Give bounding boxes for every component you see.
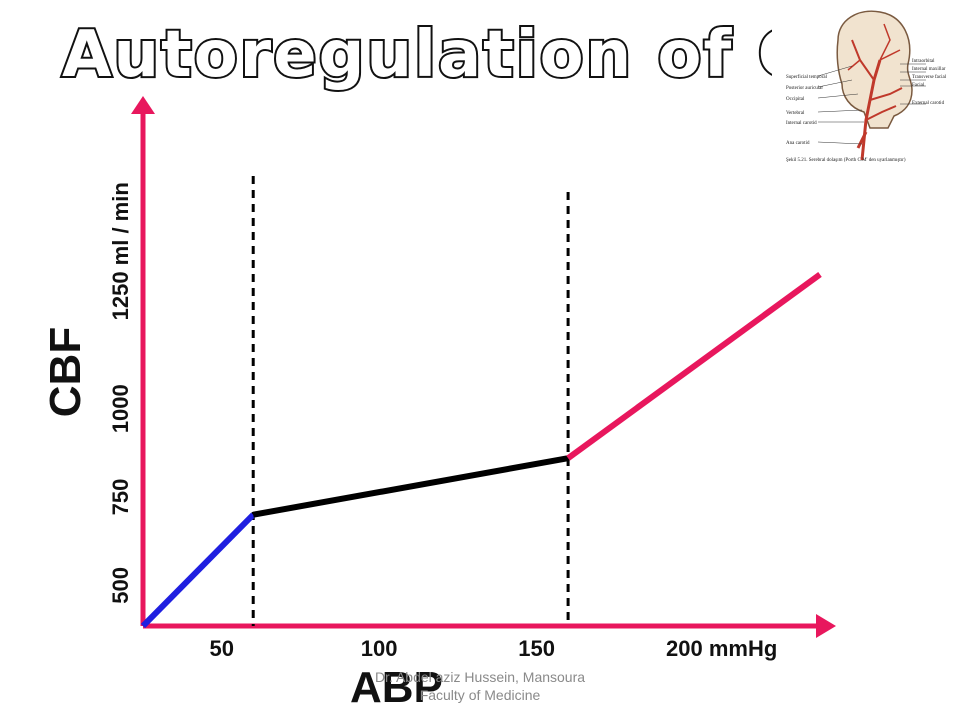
y-tick-label: 1000 bbox=[108, 384, 133, 433]
footer-line: Dr. Abdel aziz Hussein, Mansoura bbox=[374, 669, 586, 685]
footer-line: Faculty of Medicine bbox=[419, 687, 541, 703]
head-arteries-image: Superficial temporal Posterior auricular… bbox=[772, 10, 947, 163]
x-tick-label: 100 bbox=[361, 636, 398, 661]
y-axis-arrowhead bbox=[131, 96, 155, 114]
inset-label: Vertebral bbox=[786, 111, 805, 116]
footer-credit: Dr. Abdel aziz Hussein, Mansoura Faculty… bbox=[300, 668, 660, 704]
inset-label: Occipital bbox=[786, 97, 805, 102]
inset-label: External carotid bbox=[912, 101, 945, 106]
inset-label: Transverse facial bbox=[912, 75, 947, 80]
x-tick-label: 200 mmHg bbox=[666, 636, 777, 661]
series-line-plateau bbox=[252, 455, 569, 518]
inset-label: Superficial temporal bbox=[786, 75, 828, 80]
inset-label: Internal carotid bbox=[786, 121, 817, 126]
inset-label: Internal maxillar bbox=[912, 67, 946, 72]
inset-caption: Şekil 5.21. Serebral dolaşım (Porth C.M'… bbox=[786, 158, 906, 163]
inset-label: Ana carotid bbox=[786, 141, 810, 146]
y-tick-label: 750 bbox=[108, 479, 133, 516]
y-tick-label: 1250 ml / min bbox=[108, 182, 133, 320]
chart-title: Autoregulation of CBF bbox=[62, 18, 903, 92]
x-tick-label: 50 bbox=[209, 636, 233, 661]
series-line-upper-limb bbox=[566, 272, 822, 461]
inset-label: Facial bbox=[912, 83, 925, 88]
y-tick-label: 500 bbox=[108, 567, 133, 604]
series-line-lower-limb bbox=[140, 512, 256, 629]
inset-label: Posterior auricular bbox=[786, 86, 823, 91]
y-axis-title: CBF bbox=[41, 327, 90, 417]
x-axis-title: ABP bbox=[350, 663, 443, 712]
x-tick-label: 150 bbox=[518, 636, 555, 661]
x-axis-arrowhead bbox=[816, 614, 836, 638]
inset-label: Intraorbital bbox=[912, 59, 935, 64]
